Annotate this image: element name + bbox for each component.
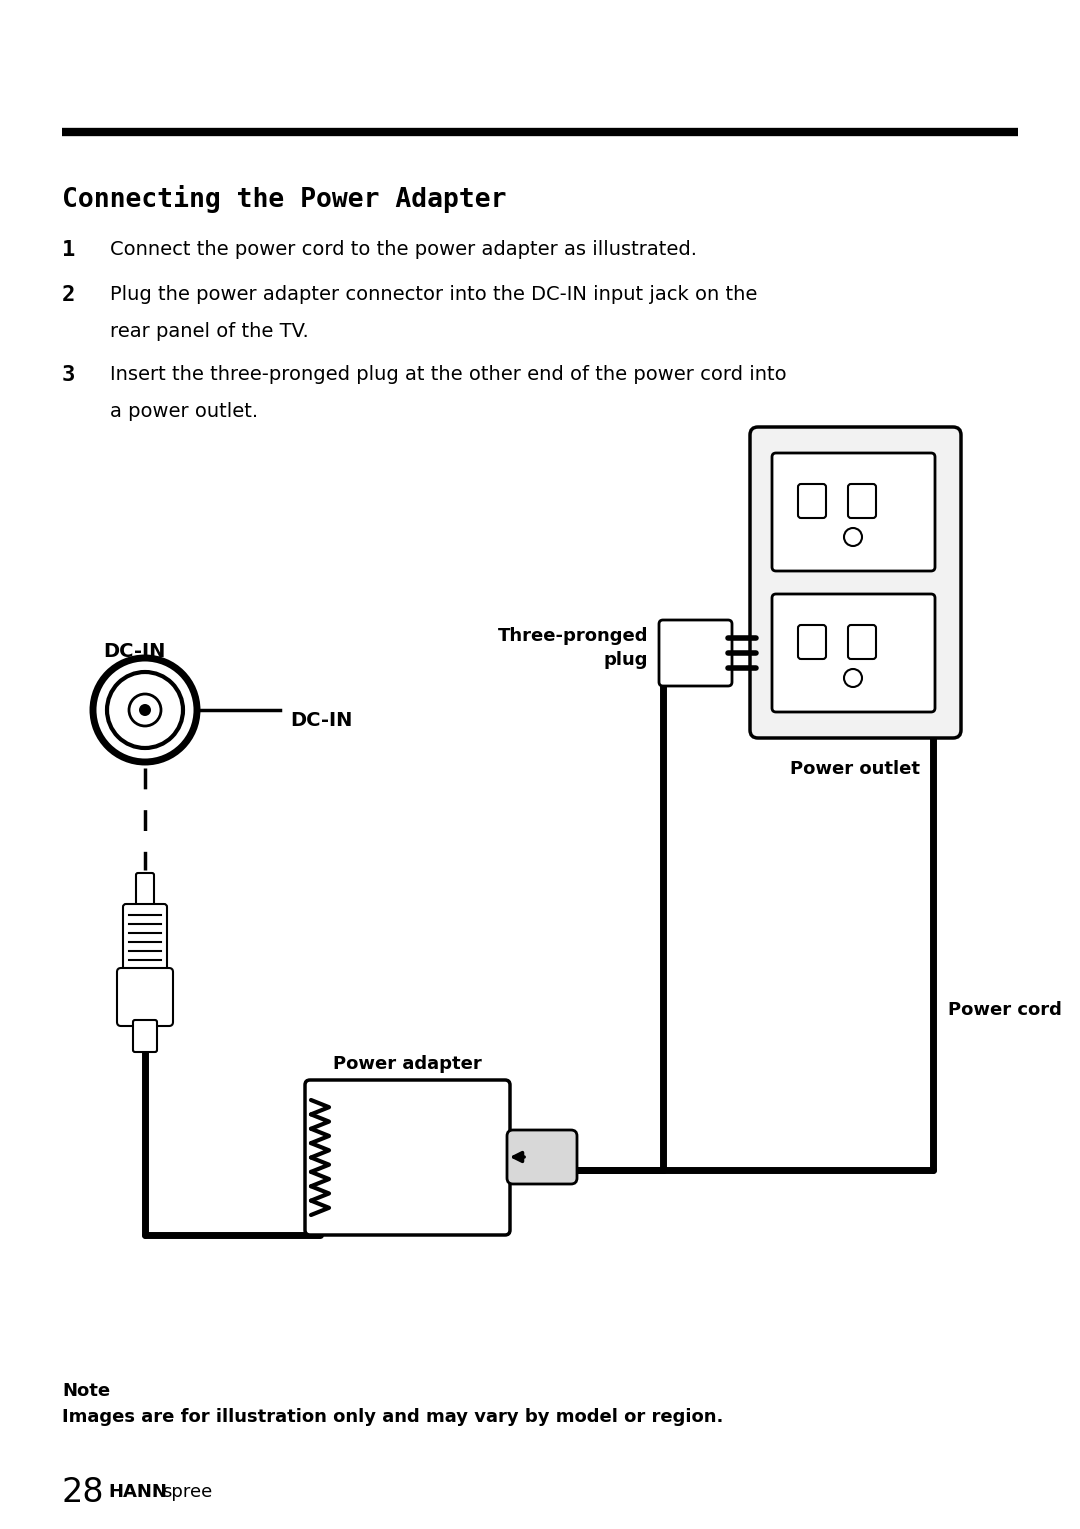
FancyBboxPatch shape	[305, 1079, 510, 1235]
Text: Power outlet: Power outlet	[789, 760, 920, 778]
Text: 1: 1	[62, 240, 76, 260]
Text: Three-pronged
plug: Three-pronged plug	[498, 627, 648, 668]
FancyBboxPatch shape	[772, 593, 935, 713]
Text: 2: 2	[62, 284, 76, 304]
FancyBboxPatch shape	[123, 904, 167, 976]
Circle shape	[129, 694, 161, 726]
FancyBboxPatch shape	[136, 873, 154, 910]
Text: Connecting the Power Adapter: Connecting the Power Adapter	[62, 185, 507, 213]
FancyBboxPatch shape	[507, 1130, 577, 1183]
FancyBboxPatch shape	[848, 485, 876, 518]
Text: Power cord: Power cord	[948, 1001, 1062, 1018]
Text: Power adapter: Power adapter	[333, 1055, 482, 1073]
Text: Note: Note	[62, 1382, 110, 1401]
FancyBboxPatch shape	[772, 453, 935, 570]
Circle shape	[843, 528, 862, 546]
Text: Insert the three-pronged plug at the other end of the power cord into: Insert the three-pronged plug at the oth…	[110, 365, 786, 384]
Circle shape	[107, 673, 183, 748]
Text: spree: spree	[162, 1483, 213, 1501]
FancyBboxPatch shape	[798, 485, 826, 518]
Text: DC-IN: DC-IN	[291, 711, 352, 729]
FancyBboxPatch shape	[750, 427, 961, 739]
Circle shape	[139, 703, 151, 716]
Text: Connect the power cord to the power adapter as illustrated.: Connect the power cord to the power adap…	[110, 240, 697, 258]
FancyBboxPatch shape	[798, 625, 826, 659]
FancyBboxPatch shape	[848, 625, 876, 659]
FancyBboxPatch shape	[659, 619, 732, 687]
Text: Images are for illustration only and may vary by model or region.: Images are for illustration only and may…	[62, 1408, 724, 1427]
Circle shape	[843, 670, 862, 687]
Text: DC-IN: DC-IN	[103, 642, 165, 661]
Text: HANN: HANN	[108, 1483, 167, 1501]
FancyBboxPatch shape	[133, 1020, 157, 1052]
FancyBboxPatch shape	[117, 968, 173, 1026]
Text: Plug the power adapter connector into the DC-IN input jack on the: Plug the power adapter connector into th…	[110, 284, 757, 304]
Text: a power outlet.: a power outlet.	[110, 402, 258, 420]
Text: 3: 3	[62, 365, 76, 385]
Text: rear panel of the TV.: rear panel of the TV.	[110, 323, 309, 341]
Circle shape	[93, 657, 197, 761]
Text: 28: 28	[62, 1475, 105, 1509]
